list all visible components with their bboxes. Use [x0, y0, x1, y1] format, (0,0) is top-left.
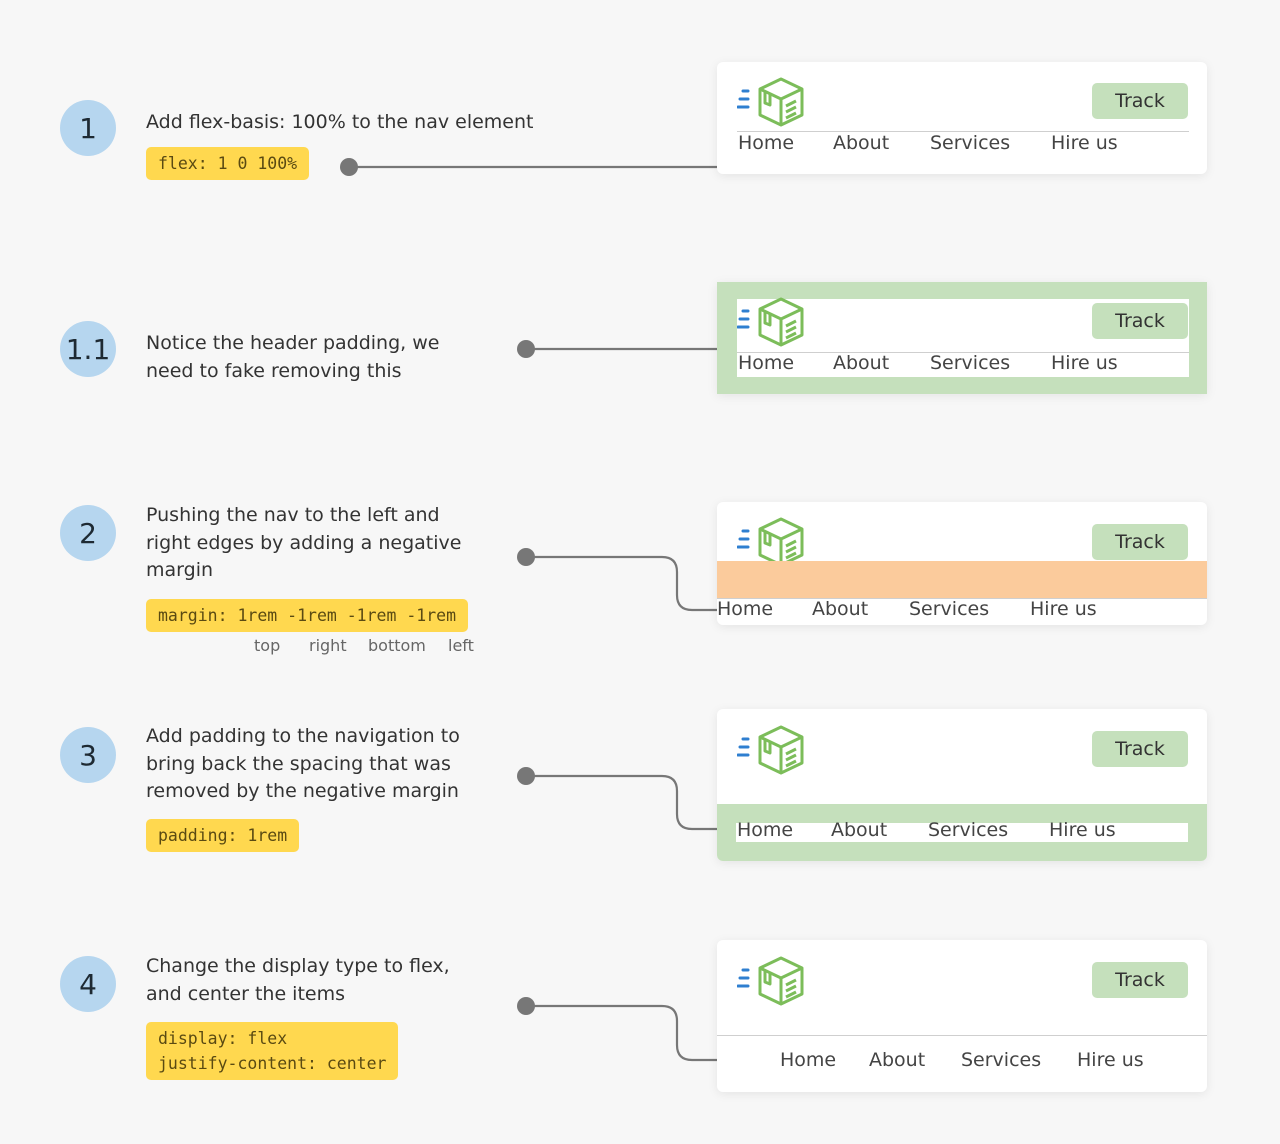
nav-top-border	[737, 352, 1189, 353]
logo	[736, 76, 805, 128]
connector-dot-step-1	[340, 158, 358, 176]
nav-link-about[interactable]: About	[833, 352, 890, 374]
nav-link-services[interactable]: Services	[930, 352, 1011, 374]
package-box-icon	[736, 956, 804, 1006]
step-2-code: margin: 1rem -1rem -1rem -1rem	[146, 599, 469, 632]
logo	[736, 955, 805, 1007]
nav-link-hire-us[interactable]: Hire us	[1051, 352, 1118, 374]
nav-top-border	[737, 131, 1189, 132]
nav-link-services[interactable]: Services	[961, 1049, 1042, 1071]
connector-step-4	[526, 1004, 717, 1062]
logo	[736, 296, 805, 348]
connector-step-3	[526, 774, 717, 831]
nav-top-border	[717, 1035, 1207, 1036]
nav-link-services[interactable]: Services	[909, 598, 990, 620]
step-4-code: display: flex justify-content: center	[146, 1022, 399, 1080]
nav-link-home[interactable]: Home	[717, 598, 774, 620]
header-preview-step-1: Track Home About Services Hire us	[717, 62, 1207, 174]
header-preview-step-1-1: Track Home About Services Hire us	[717, 282, 1207, 394]
connector-dot-step-4	[517, 997, 535, 1015]
step-4-text: Change the display type to flex, and cen…	[146, 955, 450, 1005]
track-button[interactable]: Track	[1092, 962, 1188, 998]
nav-link-hire-us[interactable]: Hire us	[1030, 598, 1097, 620]
nav-link-hire-us[interactable]: Hire us	[1049, 819, 1116, 841]
header-preview-step-2: Track Home About Services Hire us	[717, 502, 1207, 625]
header-preview-step-4: Track Home About Services Hire us	[717, 940, 1207, 1092]
package-box-icon	[736, 297, 804, 347]
step-1-code: flex: 1 0 100%	[146, 147, 310, 180]
step-number-3: 3	[60, 727, 116, 783]
track-button[interactable]: Track	[1092, 524, 1188, 560]
step-number-2: 2	[60, 505, 116, 561]
nav-link-home[interactable]: Home	[737, 819, 794, 841]
nav-link-hire-us[interactable]: Hire us	[1077, 1049, 1144, 1071]
package-box-icon	[736, 725, 804, 775]
negative-margin-highlight	[717, 561, 1207, 598]
nav-link-home[interactable]: Home	[738, 352, 795, 374]
step-3-text: Add padding to the navigation to bring b…	[146, 725, 460, 802]
nav-link-about[interactable]: About	[812, 598, 869, 620]
nav-content-area	[736, 823, 1188, 842]
track-button[interactable]: Track	[1092, 83, 1188, 119]
margin-label-left: left	[448, 636, 474, 655]
nav-link-about[interactable]: About	[869, 1049, 926, 1071]
package-box-icon	[736, 77, 804, 127]
track-button[interactable]: Track	[1092, 303, 1188, 339]
nav-link-services[interactable]: Services	[928, 819, 1009, 841]
connector-dot-step-2	[517, 548, 535, 566]
nav-link-services[interactable]: Services	[930, 132, 1011, 154]
nav-link-home[interactable]: Home	[738, 132, 795, 154]
margin-label-right: right	[309, 636, 347, 655]
connector-step-2	[526, 555, 717, 612]
connector-dot-step-3	[517, 767, 535, 785]
step-1-text: Add flex-basis: 100% to the nav element	[146, 111, 534, 133]
step-number-1-1: 1.1	[60, 321, 116, 377]
header-preview-step-3: Track Home About Services Hire us	[717, 709, 1207, 861]
step-1-1-text: Notice the header padding, we need to fa…	[146, 332, 440, 382]
nav-link-about[interactable]: About	[831, 819, 888, 841]
track-button[interactable]: Track	[1092, 731, 1188, 767]
step-number-1: 1	[60, 100, 116, 156]
step-number-4: 4	[60, 956, 116, 1012]
connector-dot-step-1-1	[517, 340, 535, 358]
nav-link-about[interactable]: About	[833, 132, 890, 154]
margin-label-top: top	[254, 636, 281, 655]
logo	[736, 724, 805, 776]
margin-label-bottom: bottom	[368, 636, 426, 655]
nav-link-home[interactable]: Home	[780, 1049, 837, 1071]
step-2-text: Pushing the nav to the left and right ed…	[146, 504, 462, 581]
step-3-code: padding: 1rem	[146, 819, 300, 852]
nav-top-border	[717, 598, 1207, 599]
nav-link-hire-us[interactable]: Hire us	[1051, 132, 1118, 154]
